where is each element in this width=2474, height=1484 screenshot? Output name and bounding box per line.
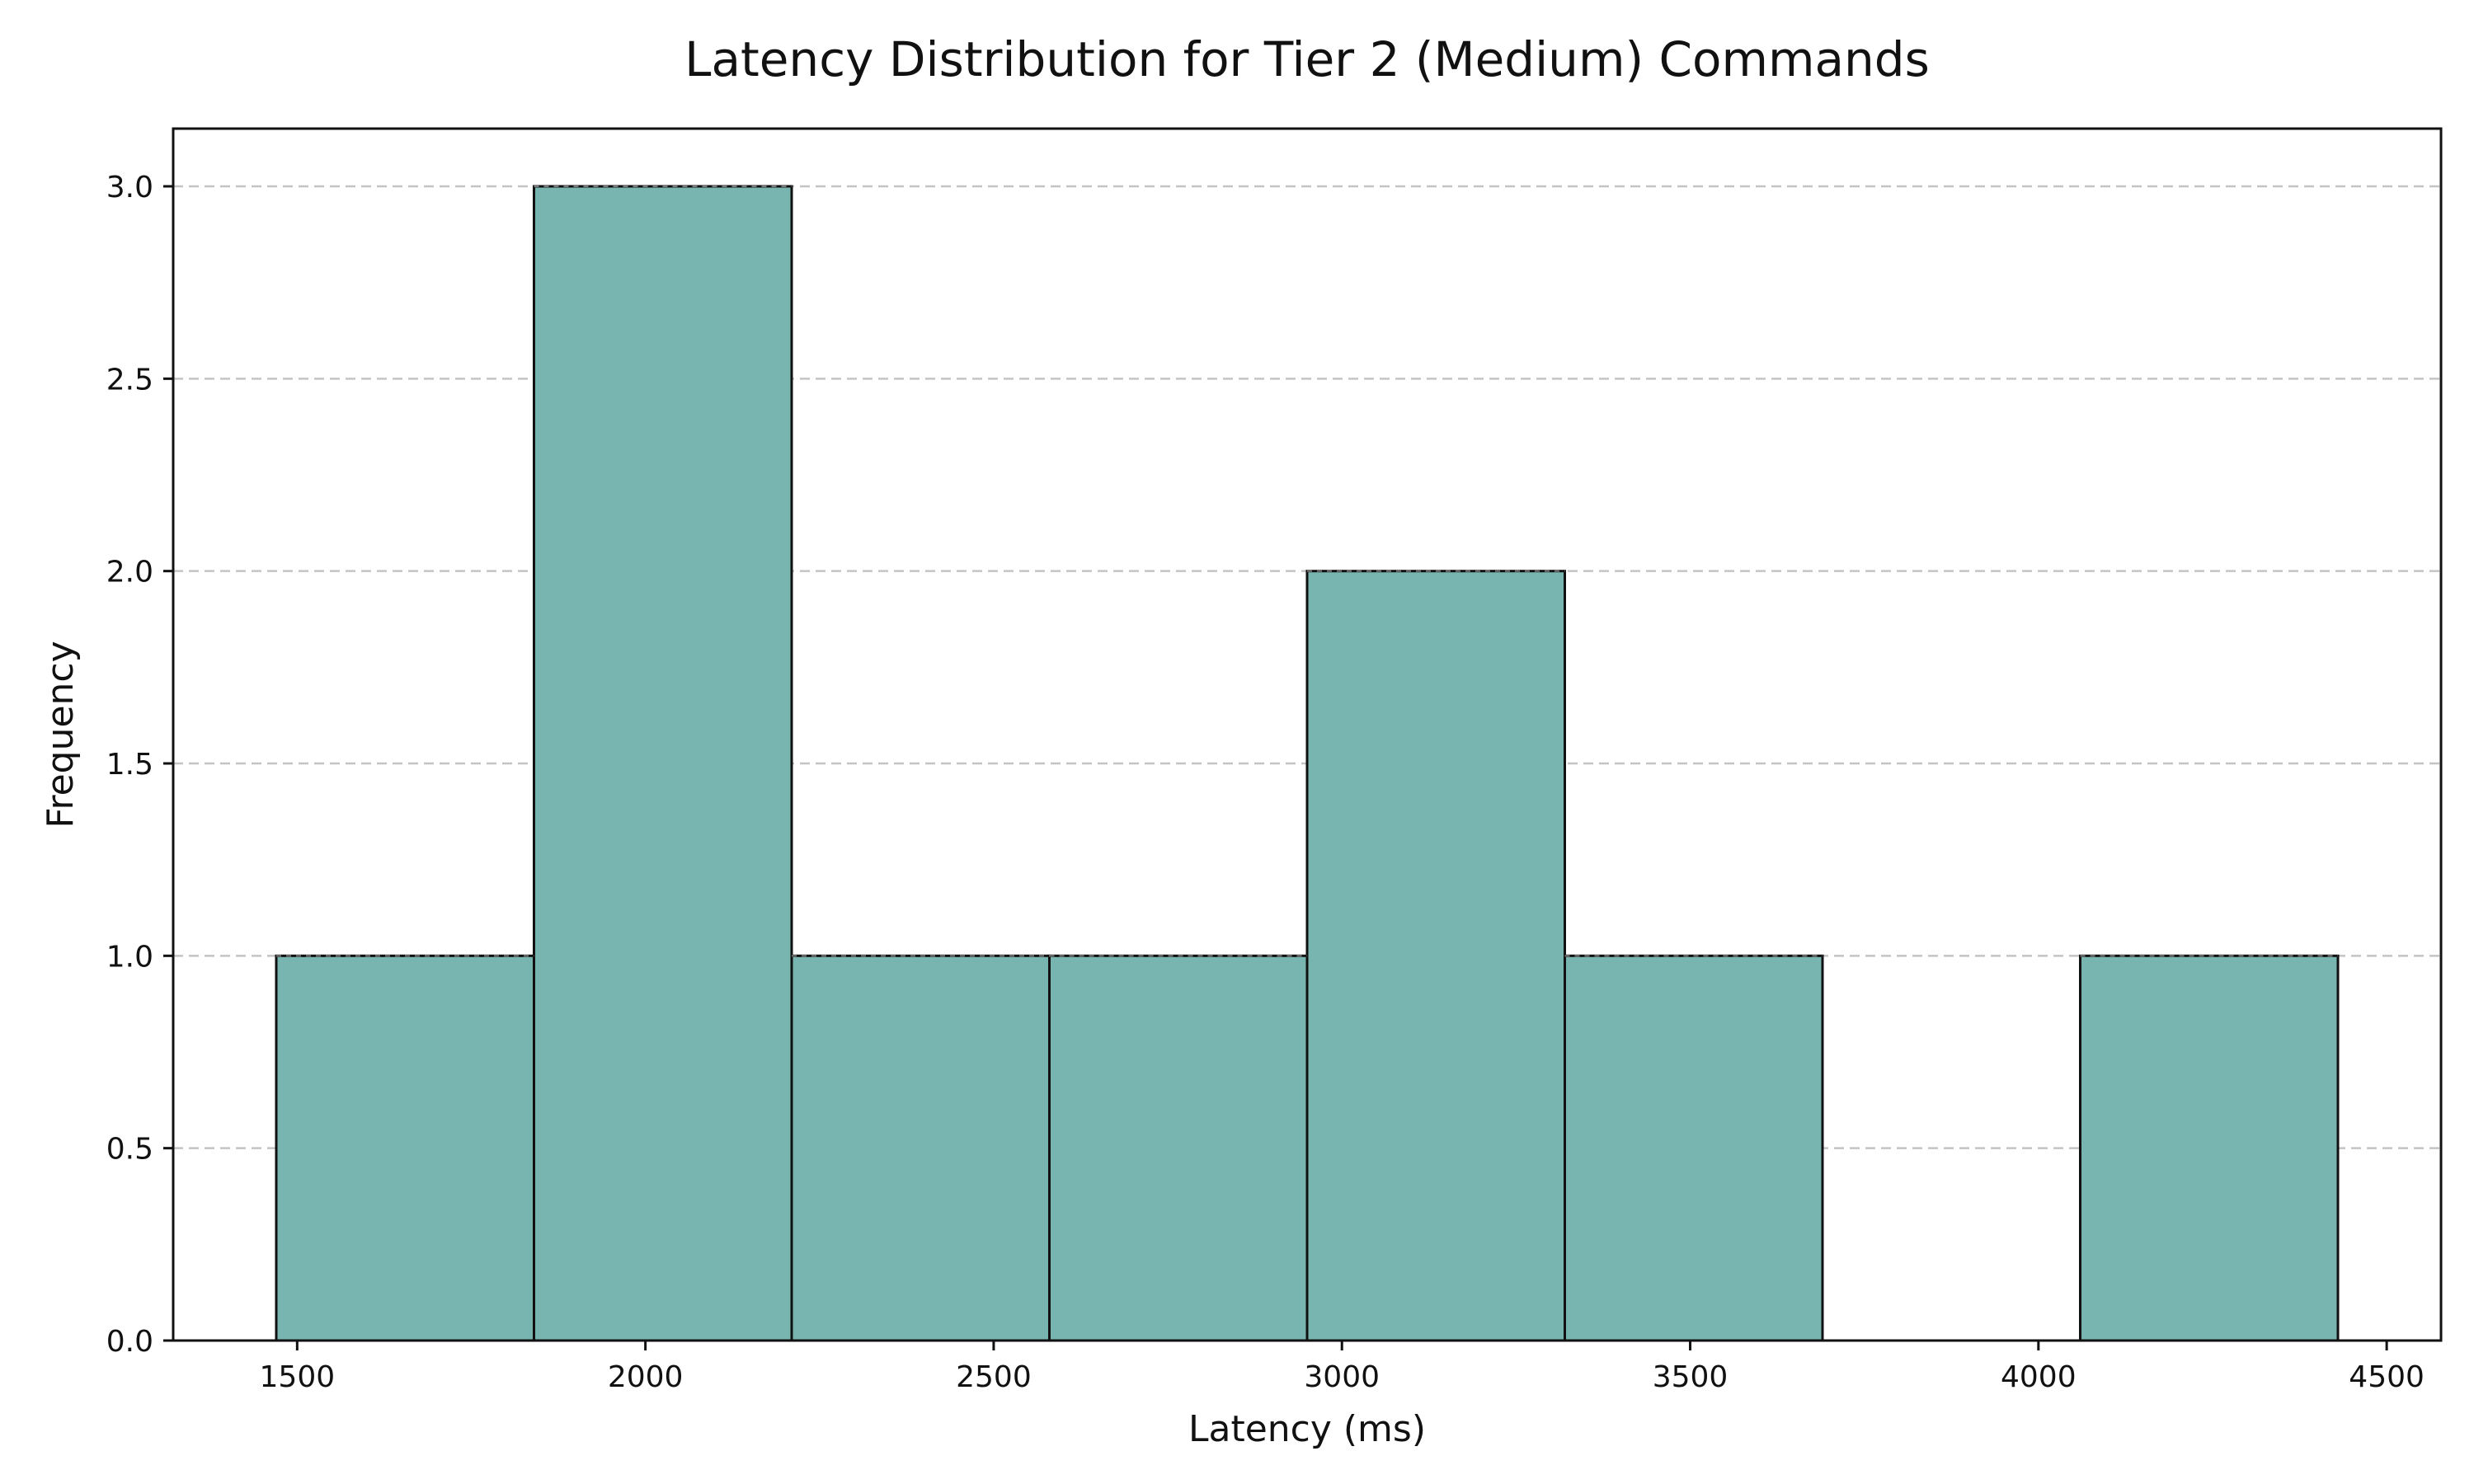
y-tick-label: 1.0 bbox=[106, 940, 153, 974]
y-tick-label: 0.5 bbox=[106, 1133, 153, 1167]
x-tick-label: 2500 bbox=[956, 1360, 1032, 1394]
histogram-bar bbox=[1048, 954, 1309, 1342]
y-tick-label: 2.0 bbox=[106, 556, 153, 589]
x-tick-label: 4000 bbox=[2001, 1360, 2077, 1394]
histogram-bars bbox=[275, 185, 2340, 1342]
y-axis-label: Frequency bbox=[40, 641, 82, 828]
x-axis-label: Latency (ms) bbox=[1188, 1408, 1426, 1450]
x-tick-label: 3500 bbox=[1653, 1360, 1729, 1394]
histogram-bar bbox=[1305, 570, 1566, 1342]
y-axis-ticks: 0.0 0.5 1.0 1.5 2.0 2.5 3.0 bbox=[106, 171, 173, 1359]
plot-frame bbox=[172, 127, 2443, 1342]
histogram-bar bbox=[275, 954, 535, 1342]
x-tick-label: 3000 bbox=[1304, 1360, 1380, 1394]
x-tick-label: 2000 bbox=[608, 1360, 684, 1394]
histogram-bar bbox=[1564, 954, 1824, 1342]
x-tick-label: 4500 bbox=[2349, 1360, 2425, 1394]
histogram-bar bbox=[2079, 954, 2340, 1342]
y-tick-label: 1.5 bbox=[106, 748, 153, 782]
y-tick-label: 2.5 bbox=[106, 363, 153, 397]
histogram-bar bbox=[533, 185, 793, 1342]
y-tick-label: 0.0 bbox=[106, 1325, 153, 1359]
chart-title: Latency Distribution for Tier 2 (Medium)… bbox=[684, 31, 1930, 87]
x-tick-label: 1500 bbox=[260, 1360, 336, 1394]
x-axis-ticks: 1500 2000 2500 3000 3500 4000 4500 bbox=[260, 1341, 2425, 1394]
y-tick-label: 3.0 bbox=[106, 171, 153, 204]
histogram-bar bbox=[790, 954, 1051, 1342]
